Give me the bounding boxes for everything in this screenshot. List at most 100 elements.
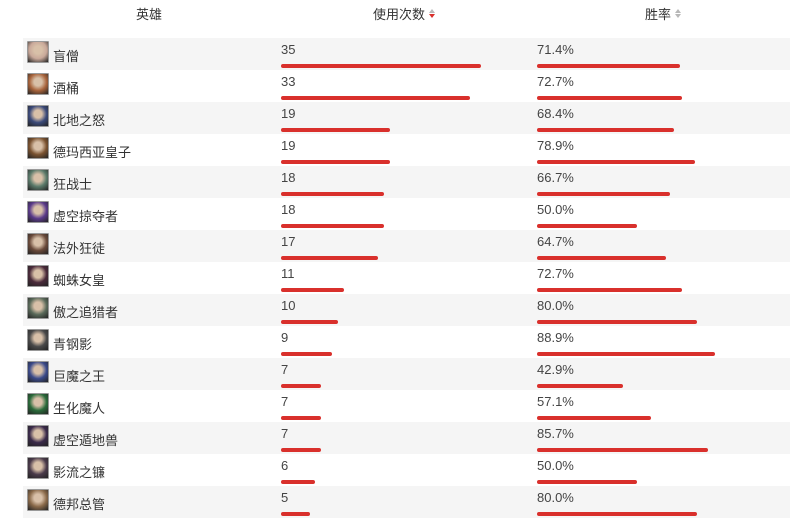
- table-row: 狂战士 18 66.7%: [23, 166, 790, 198]
- hero-avatar-icon: [27, 105, 49, 127]
- winrate-bar: [537, 96, 682, 100]
- uses-bar: [281, 96, 470, 100]
- winrate-bar: [537, 320, 697, 324]
- uses-bar: [281, 160, 390, 164]
- winrate-bar: [537, 512, 697, 516]
- winrate-value: 64.7%: [537, 234, 574, 249]
- winrate-value: 68.4%: [537, 106, 574, 121]
- table-row: 蜘蛛女皇 11 72.7%: [23, 262, 790, 294]
- uses-count: 6: [281, 458, 289, 473]
- table-header: 英雄 使用次数 胜率: [0, 0, 812, 30]
- hero-name: 酒桶: [53, 81, 80, 96]
- table-row: 巨魔之王 7 42.9%: [23, 358, 790, 390]
- hero-name: 巨魔之王: [53, 369, 106, 384]
- table-row: 盲僧 35 71.4%: [23, 38, 790, 70]
- winrate-bar: [537, 448, 708, 452]
- winrate-value: 50.0%: [537, 458, 574, 473]
- uses-count: 19: [281, 138, 296, 153]
- winrate-value: 80.0%: [537, 490, 574, 505]
- uses-bar: [281, 192, 384, 196]
- column-header-winrate-label[interactable]: 胜率: [645, 7, 672, 22]
- column-header-uses[interactable]: 使用次数: [373, 4, 436, 23]
- hero-avatar-icon: [27, 393, 49, 415]
- winrate-value: 72.7%: [537, 266, 574, 281]
- uses-count: 18: [281, 202, 296, 217]
- uses-bar: [281, 384, 321, 388]
- uses-bar: [281, 480, 315, 484]
- sort-arrows-icon[interactable]: [675, 9, 682, 18]
- hero-name: 虚空遁地兽: [53, 433, 119, 448]
- uses-bar: [281, 128, 390, 132]
- uses-count: 33: [281, 74, 296, 89]
- winrate-bar: [537, 384, 623, 388]
- table-row: 德玛西亚皇子 19 78.9%: [23, 134, 790, 166]
- winrate-value: 78.9%: [537, 138, 574, 153]
- hero-avatar-icon: [27, 489, 49, 511]
- winrate-value: 66.7%: [537, 170, 574, 185]
- table-row: 酒桶 33 72.7%: [23, 70, 790, 102]
- hero-avatar-icon: [27, 297, 49, 319]
- uses-count: 35: [281, 42, 296, 57]
- winrate-bar: [537, 128, 674, 132]
- uses-bar: [281, 320, 338, 324]
- table-row: 生化魔人 7 57.1%: [23, 390, 790, 422]
- column-header-hero: 英雄: [136, 4, 162, 23]
- hero-avatar-icon: [27, 329, 49, 351]
- uses-count: 17: [281, 234, 296, 249]
- hero-name: 法外狂徒: [53, 241, 106, 256]
- hero-name: 狂战士: [53, 177, 93, 192]
- uses-bar: [281, 512, 310, 516]
- table-row: 虚空掠夺者 18 50.0%: [23, 198, 790, 230]
- winrate-bar: [537, 192, 670, 196]
- uses-bar: [281, 256, 378, 260]
- winrate-bar: [537, 256, 666, 260]
- sort-arrows-icon[interactable]: [429, 9, 436, 18]
- uses-count: 7: [281, 362, 289, 377]
- uses-bar: [281, 448, 321, 452]
- hero-avatar-icon: [27, 265, 49, 287]
- winrate-value: 57.1%: [537, 394, 574, 409]
- winrate-bar: [537, 480, 637, 484]
- column-header-uses-label[interactable]: 使用次数: [373, 7, 426, 22]
- table-row: 傲之追猎者 10 80.0%: [23, 294, 790, 326]
- table-row: 青钢影 9 88.9%: [23, 326, 790, 358]
- winrate-value: 72.7%: [537, 74, 574, 89]
- hero-name: 傲之追猎者: [53, 305, 119, 320]
- uses-bar: [281, 64, 481, 68]
- uses-count: 7: [281, 426, 289, 441]
- winrate-value: 50.0%: [537, 202, 574, 217]
- uses-count: 7: [281, 394, 289, 409]
- uses-bar: [281, 352, 332, 356]
- column-header-hero-label: 英雄: [136, 7, 163, 22]
- hero-avatar-icon: [27, 41, 49, 63]
- hero-name: 生化魔人: [53, 401, 106, 416]
- hero-avatar-icon: [27, 201, 49, 223]
- winrate-value: 80.0%: [537, 298, 574, 313]
- table-row: 法外狂徒 17 64.7%: [23, 230, 790, 262]
- winrate-bar: [537, 160, 695, 164]
- hero-name: 德玛西亚皇子: [53, 145, 132, 160]
- table-row: 北地之怒 19 68.4%: [23, 102, 790, 134]
- uses-count: 10: [281, 298, 296, 313]
- winrate-bar: [537, 224, 637, 228]
- hero-avatar-icon: [27, 233, 49, 255]
- hero-name: 蜘蛛女皇: [53, 273, 106, 288]
- table-row: 虚空遁地兽 7 85.7%: [23, 422, 790, 454]
- winrate-bar: [537, 64, 680, 68]
- winrate-value: 85.7%: [537, 426, 574, 441]
- winrate-bar: [537, 416, 651, 420]
- uses-count: 19: [281, 106, 296, 121]
- uses-bar: [281, 288, 344, 292]
- hero-stats-table: 盲僧 35 71.4% 酒桶 33 72.7% 北地之怒 19 68.4% 德玛西亚皇子 19 78.…: [23, 38, 790, 518]
- winrate-bar: [537, 352, 715, 356]
- hero-avatar-icon: [27, 73, 49, 95]
- hero-avatar-icon: [27, 169, 49, 191]
- winrate-value: 88.9%: [537, 330, 574, 345]
- column-header-winrate[interactable]: 胜率: [645, 4, 682, 23]
- table-row: 影流之镰 6 50.0%: [23, 454, 790, 486]
- hero-name: 盲僧: [53, 49, 80, 64]
- hero-name: 北地之怒: [53, 113, 106, 128]
- uses-bar: [281, 224, 384, 228]
- winrate-value: 42.9%: [537, 362, 574, 377]
- uses-count: 9: [281, 330, 289, 345]
